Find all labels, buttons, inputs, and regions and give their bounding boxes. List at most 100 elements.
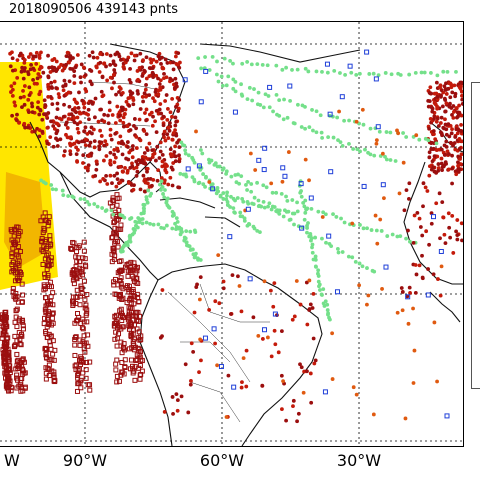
surface-obs-point — [141, 161, 146, 165]
surface-obs-point — [128, 89, 133, 94]
lon-tick-label: 90°W — [62, 451, 108, 470]
track-obs-point — [129, 216, 134, 220]
surface-obs-point — [22, 61, 27, 65]
track-obs-point — [422, 70, 427, 75]
surface-obs-point — [111, 59, 116, 64]
track-obs-point — [388, 130, 393, 135]
surface-obs-point — [115, 146, 120, 151]
track-obs-point — [372, 269, 377, 274]
track-obs-point — [231, 86, 236, 91]
track-obs-point — [250, 98, 255, 103]
surface-obs-point — [407, 285, 412, 290]
surface-obs-point — [131, 98, 136, 102]
surface-obs-point — [170, 153, 174, 158]
surface-obs-point — [145, 169, 149, 174]
surface-obs-point — [156, 92, 161, 97]
swath-obs-point — [114, 357, 120, 363]
surface-obs-point — [145, 148, 150, 153]
surface-obs-point — [179, 394, 184, 399]
track-obs-point — [324, 240, 328, 245]
surface-obs-point — [412, 213, 417, 218]
surface-obs-point — [460, 93, 463, 98]
surface-obs-point — [450, 166, 455, 171]
track-obs-point — [354, 72, 359, 77]
surface-obs-point — [162, 129, 167, 134]
lon-tick-label: W — [4, 451, 20, 470]
profile-obs-point — [272, 311, 278, 317]
track-obs-point — [235, 196, 240, 200]
swath-obs-point — [114, 239, 120, 245]
track-obs-point — [225, 193, 229, 198]
swath-obs-point — [52, 377, 58, 383]
surface-obs-point — [108, 75, 113, 80]
track-obs-point — [295, 102, 300, 107]
surface-obs-point — [109, 137, 114, 142]
surface-obs-point — [19, 69, 24, 74]
surface-obs-point — [67, 104, 72, 109]
surface-obs-point — [110, 113, 115, 117]
surface-obs-point — [429, 105, 434, 110]
surface-obs-point — [155, 178, 160, 183]
surface-obs-point — [121, 124, 126, 129]
surface-obs-point — [68, 141, 72, 146]
surface-obs-point — [442, 232, 447, 237]
track-obs-point — [111, 212, 116, 217]
swath-obs-point — [51, 369, 57, 375]
swath-obs-point — [15, 254, 21, 260]
track-obs-point — [238, 214, 243, 219]
track-obs-point — [328, 317, 332, 322]
surface-obs-point — [426, 267, 430, 271]
surface-obs-point — [64, 62, 68, 67]
track-obs-point — [231, 77, 236, 82]
surface-obs-point — [108, 53, 113, 58]
surface-obs-point — [23, 125, 27, 130]
surface-obs-point — [88, 79, 93, 84]
surface-obs-point — [45, 125, 50, 130]
swath-obs-point — [111, 220, 117, 226]
surface-obs-point — [417, 216, 422, 221]
surface-obs-point — [221, 279, 226, 284]
surface-obs-point — [118, 134, 123, 139]
surface-obs-point — [46, 86, 51, 91]
surface-obs-point — [176, 51, 181, 56]
track-obs-point — [321, 210, 326, 215]
surface-obs-point — [145, 166, 150, 171]
surface-obs-point — [173, 54, 178, 59]
surface-obs-point — [72, 120, 77, 125]
swath-obs-point — [85, 343, 91, 349]
surface-obs-point — [94, 65, 99, 70]
surface-obs-point — [72, 69, 77, 74]
profile-obs-point — [405, 294, 411, 300]
map-panel[interactable] — [0, 21, 464, 447]
coastline — [139, 279, 173, 446]
track-obs-point — [159, 179, 164, 184]
swath-obs-point — [14, 248, 20, 254]
track-obs-point — [303, 210, 308, 215]
surface-obs-point — [268, 288, 273, 293]
observation-map[interactable] — [0, 22, 463, 446]
track-obs-point — [309, 238, 313, 243]
surface-obs-point — [155, 144, 160, 149]
track-obs-point — [125, 240, 130, 245]
surface-obs-point — [125, 170, 130, 175]
surface-obs-point — [151, 96, 155, 100]
swath-obs-point — [3, 332, 9, 338]
surface-obs-point — [451, 143, 455, 148]
track-obs-point — [389, 72, 394, 77]
track-obs-point — [299, 194, 304, 199]
track-obs-point — [198, 148, 203, 152]
surface-obs-point — [75, 53, 80, 57]
surface-obs-point — [31, 77, 35, 82]
track-obs-point — [325, 70, 330, 75]
profile-obs-point — [322, 389, 328, 395]
surface-obs-point — [244, 348, 249, 353]
track-obs-point — [340, 250, 345, 254]
surface-obs-point — [72, 116, 77, 120]
profile-obs-point — [326, 233, 332, 239]
surface-obs-point — [158, 335, 163, 340]
surface-obs-point — [137, 65, 142, 70]
surface-obs-point — [128, 128, 133, 132]
surface-obs-point — [132, 117, 137, 121]
surface-obs-point — [77, 90, 81, 95]
surface-obs-point — [86, 163, 91, 168]
